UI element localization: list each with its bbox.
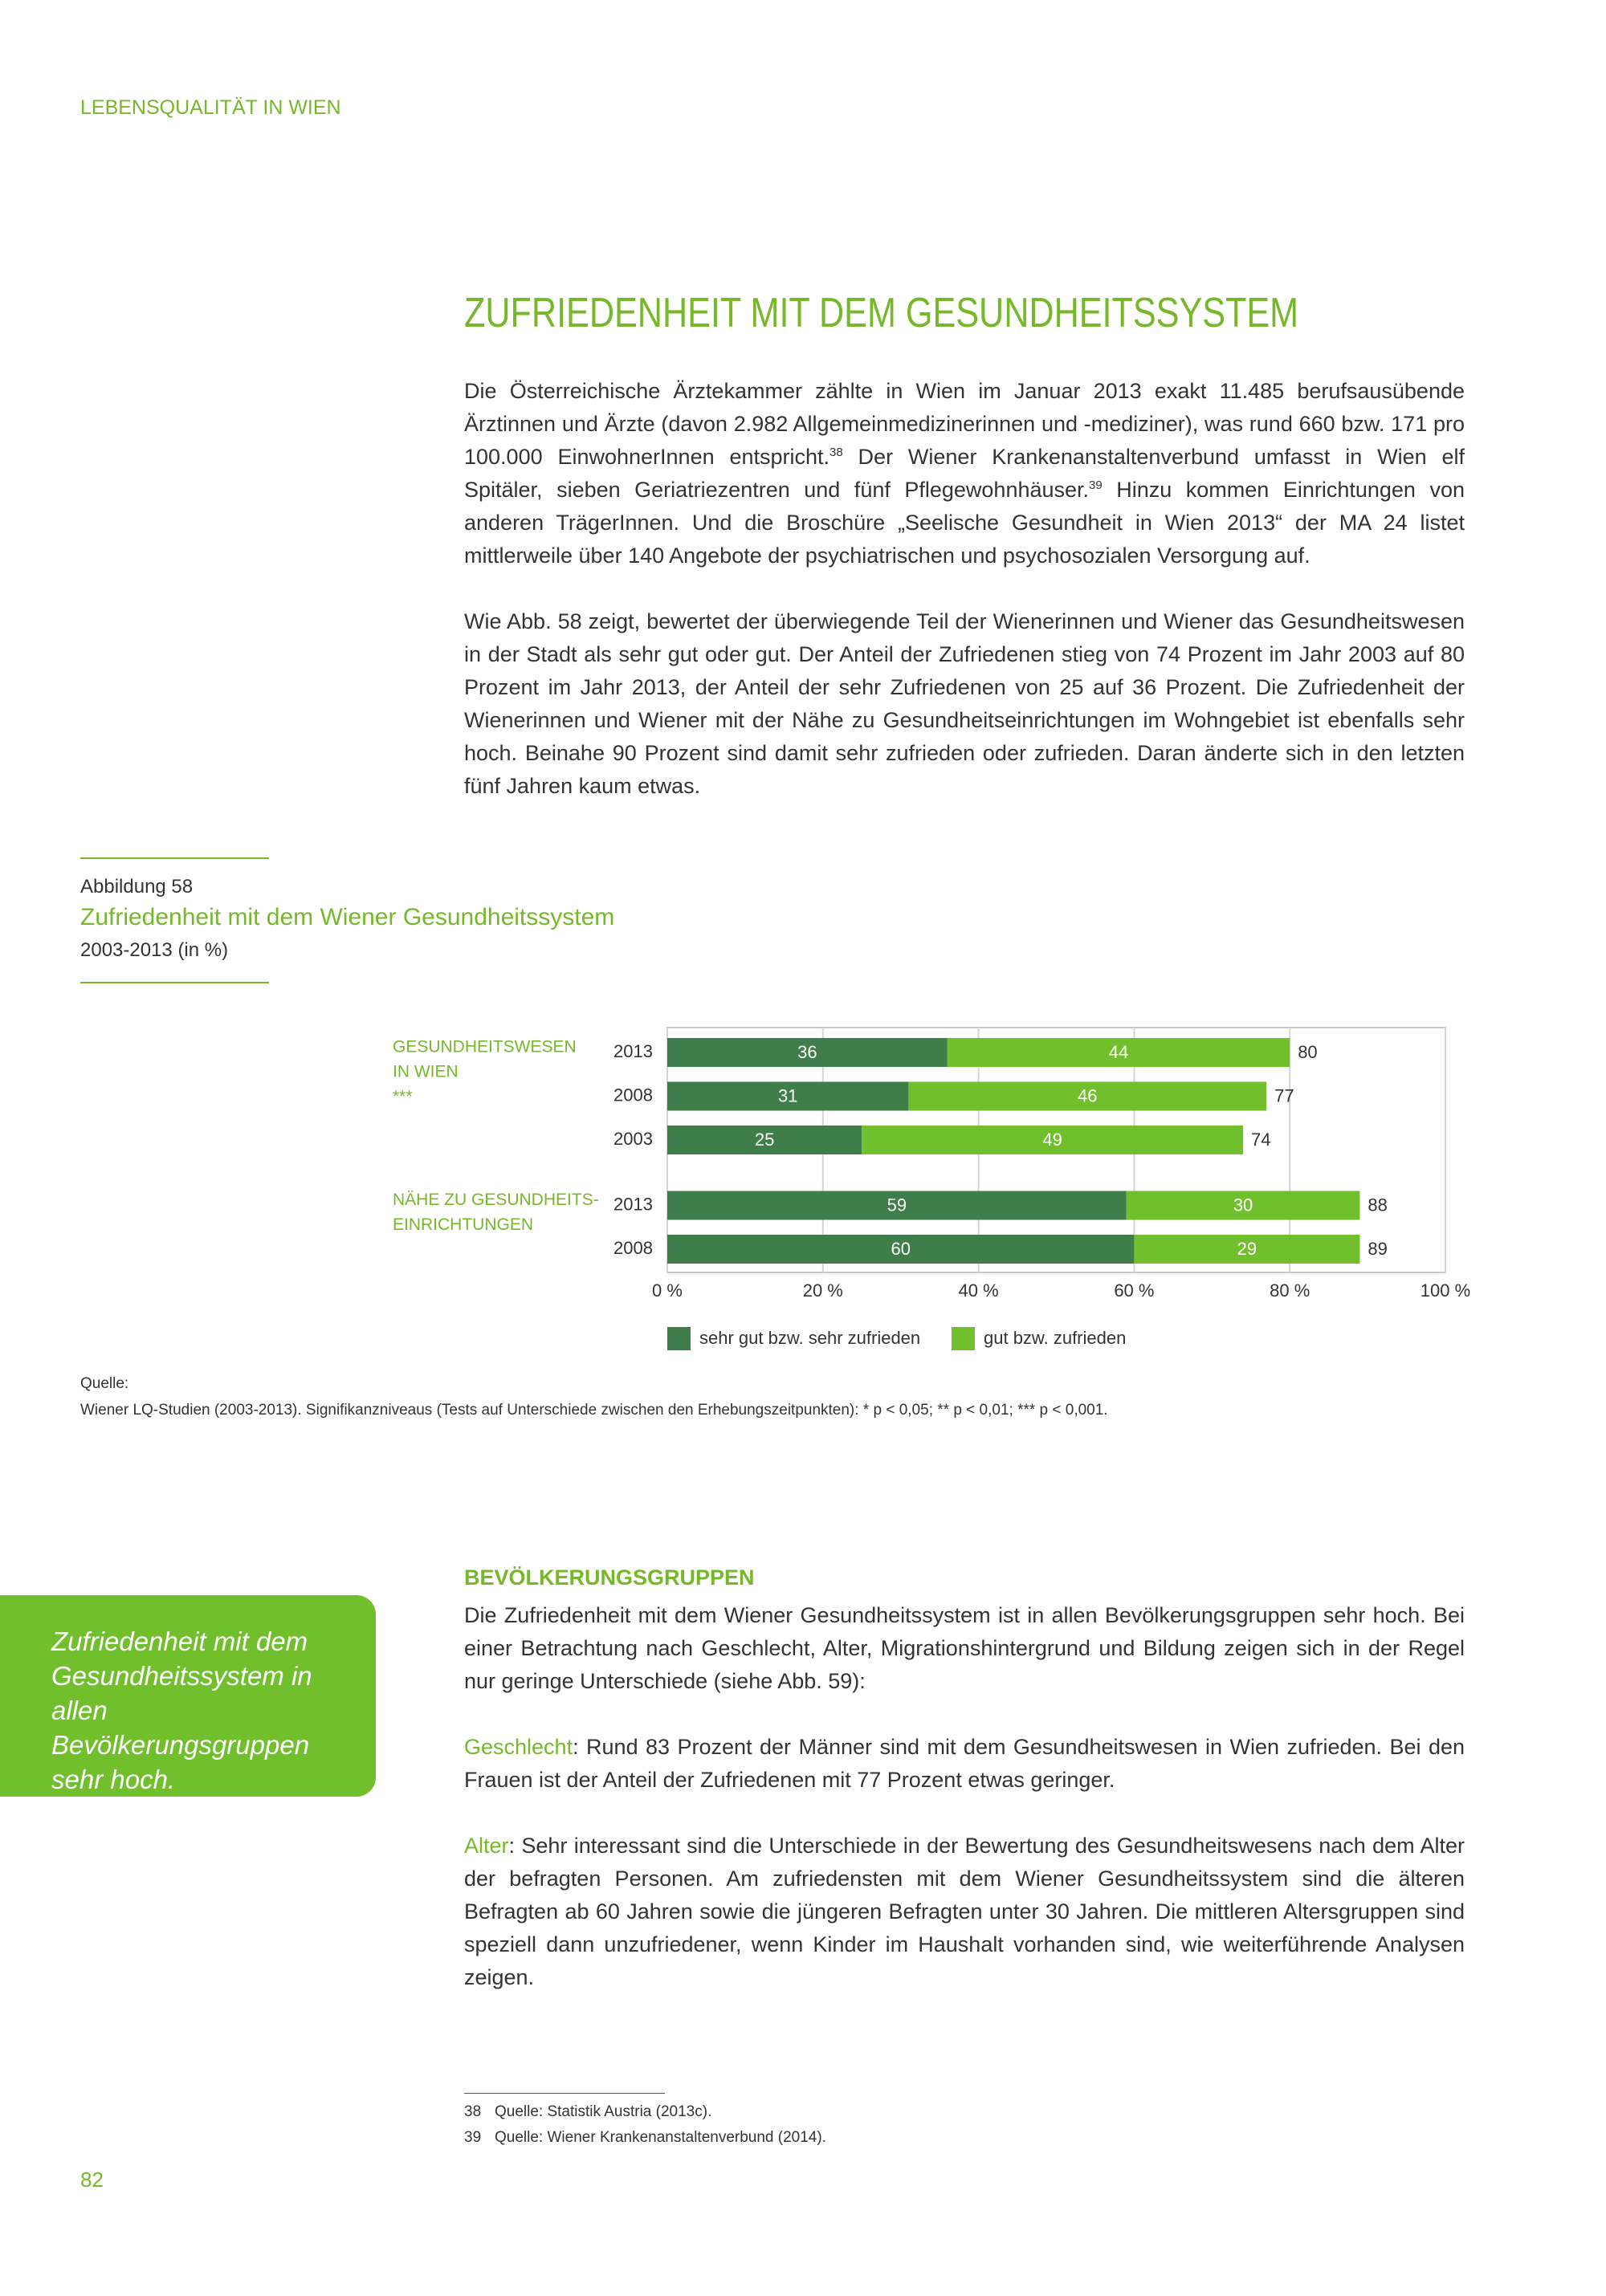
y-tick-label: 2013 — [613, 1041, 653, 1061]
caption-rule — [80, 857, 269, 859]
article-title: ZUFRIEDENHEIT MIT DEM GESUNDHEITSSYSTEM — [464, 290, 1299, 336]
footnote: 39 Quelle: Wiener Krankenanstaltenverbund… — [464, 2125, 826, 2151]
paragraph: Wie Abb. 58 zeigt, bewertet der überwieg… — [464, 605, 1465, 803]
y-tick-label: 2003 — [613, 1129, 653, 1149]
value-label: 59 — [887, 1195, 907, 1215]
x-tick-label: 40 % — [959, 1280, 999, 1301]
value-label: 49 — [1042, 1130, 1062, 1150]
legend-swatch — [667, 1327, 691, 1350]
bar-segment — [862, 1126, 1244, 1154]
chart: 0 % 20 % 40 % 60 % 80 % 100 % 2013 GESUNDHEITSW… — [393, 1027, 1470, 1350]
subsection-title: BEVÖLKERUNGSGRUPPEN — [464, 1565, 755, 1590]
bar-segment — [908, 1081, 1267, 1111]
text: : Rund 83 Prozent der Männer sind mit de… — [464, 1735, 1465, 1792]
value-label: 29 — [1237, 1239, 1257, 1259]
footnote-number: 39 — [464, 2129, 482, 2146]
legend-label: gut bzw. zufrieden — [984, 1328, 1126, 1348]
group-label: GESUNDHEITSWESEN — [393, 1038, 577, 1056]
source: Wiener LQ-Studien (2003-2013). Signifika… — [80, 1402, 1108, 1419]
value-label: 25 — [755, 1130, 774, 1150]
group-label: EINRICHTUNGEN — [393, 1215, 533, 1234]
y-tick-label: 2013 — [613, 1194, 653, 1214]
figure-title: Zufriedenheit mit dem Wiener Gesundheits… — [80, 904, 615, 930]
total-label: 80 — [1298, 1042, 1317, 1062]
lead-in: Alter — [464, 1834, 509, 1858]
lead-in: Geschlecht — [464, 1735, 573, 1759]
value-label: 30 — [1233, 1195, 1253, 1215]
footnote-text: Quelle: Statistik Austria (2013c). — [495, 2103, 712, 2120]
x-tick-label: 80 % — [1270, 1280, 1310, 1301]
value-label: 60 — [891, 1239, 910, 1259]
paragraph: Die Österreichische Ärztekammer zählte i… — [464, 375, 1465, 572]
footnote-ref: 38 — [829, 446, 843, 459]
bar-segment — [947, 1038, 1290, 1067]
bar-segment — [667, 1081, 909, 1111]
value-label: 31 — [778, 1085, 797, 1105]
footnote: 38 Quelle: Statistik Austria (2013c). — [464, 2099, 826, 2125]
text: Die Zufriedenheit mit dem Wiener Gesundh… — [464, 1603, 1465, 1693]
paragraph: Geschlecht: Rund 83 Prozent der Männer s… — [464, 1731, 1465, 1797]
y-tick-label: 2008 — [613, 1238, 653, 1258]
footnote-number: 38 — [464, 2103, 482, 2120]
caption-rule — [80, 982, 269, 983]
y-tick-label: 2008 — [613, 1085, 653, 1105]
bar-segment — [667, 1126, 862, 1154]
source-label: Quelle: — [80, 1375, 129, 1392]
bar-segment — [1126, 1191, 1360, 1220]
text: : Sehr interessant sind die Unterschiede… — [464, 1834, 1465, 1989]
value-label: 36 — [797, 1042, 817, 1062]
text: Hinzu kommen Einrichtungen von anderen T… — [464, 478, 1465, 568]
callout-text: Zufriedenheit mit dem Gesundheitssystem … — [51, 1626, 312, 1794]
figure-subtitle: 2003-2013 (in %) — [80, 939, 229, 961]
footnote-text: Quelle: Wiener Krankenanstaltenverbund (… — [495, 2129, 826, 2146]
total-label: 89 — [1368, 1239, 1387, 1259]
footnote-rule — [464, 2093, 665, 2094]
total-label: 77 — [1274, 1085, 1294, 1105]
page-number: 82 — [80, 2168, 104, 2192]
group-label: *** — [393, 1088, 413, 1106]
bar-segment — [667, 1038, 948, 1067]
value-label: 46 — [1078, 1085, 1097, 1105]
text: Wie Abb. 58 zeigt, bewertet der überwieg… — [464, 609, 1465, 798]
text: Der Wiener Krankenanstaltenverbund umfas… — [464, 445, 1465, 502]
x-tick-label: 100 % — [1421, 1280, 1470, 1301]
group-label: IN WIEN — [393, 1063, 459, 1081]
callout: Zufriedenheit mit dem Gesundheitssystem … — [0, 1595, 376, 1797]
bar-segment — [667, 1235, 1135, 1264]
x-tick-label: 20 % — [803, 1280, 843, 1301]
value-label: 44 — [1109, 1042, 1128, 1062]
footnotes: 38 Quelle: Statistik Austria (2013c). 39 Qu… — [464, 2099, 826, 2151]
x-tick-label: 60 % — [1114, 1280, 1154, 1301]
paragraph: Die Zufriedenheit mit dem Wiener Gesundh… — [464, 1599, 1465, 1698]
subsection-body: Die Zufriedenheit mit dem Wiener Gesundh… — [464, 1599, 1465, 2027]
bar-segment — [1134, 1235, 1360, 1264]
bar-segment — [667, 1191, 1127, 1220]
paragraph: Alter: Sehr interessant sind die Untersc… — [464, 1830, 1465, 1994]
footnote-ref: 39 — [1089, 478, 1103, 492]
x-tick-label: 0 % — [652, 1280, 683, 1301]
legend-swatch — [952, 1327, 975, 1350]
total-label: 88 — [1368, 1195, 1387, 1215]
text: Die Österreichische Ärztekammer zählte i… — [464, 379, 1465, 469]
running-title: LEBENSQUALITÄT IN WIEN — [80, 96, 341, 119]
article-body: Die Österreichische Ärztekammer zählte i… — [464, 375, 1465, 836]
total-label: 74 — [1251, 1130, 1270, 1150]
figure-label: Abbildung 58 — [80, 876, 194, 898]
legend-label: sehr gut bzw. sehr zufrieden — [699, 1328, 920, 1348]
group-label: NÄHE ZU GESUNDHEITS- — [393, 1191, 599, 1209]
